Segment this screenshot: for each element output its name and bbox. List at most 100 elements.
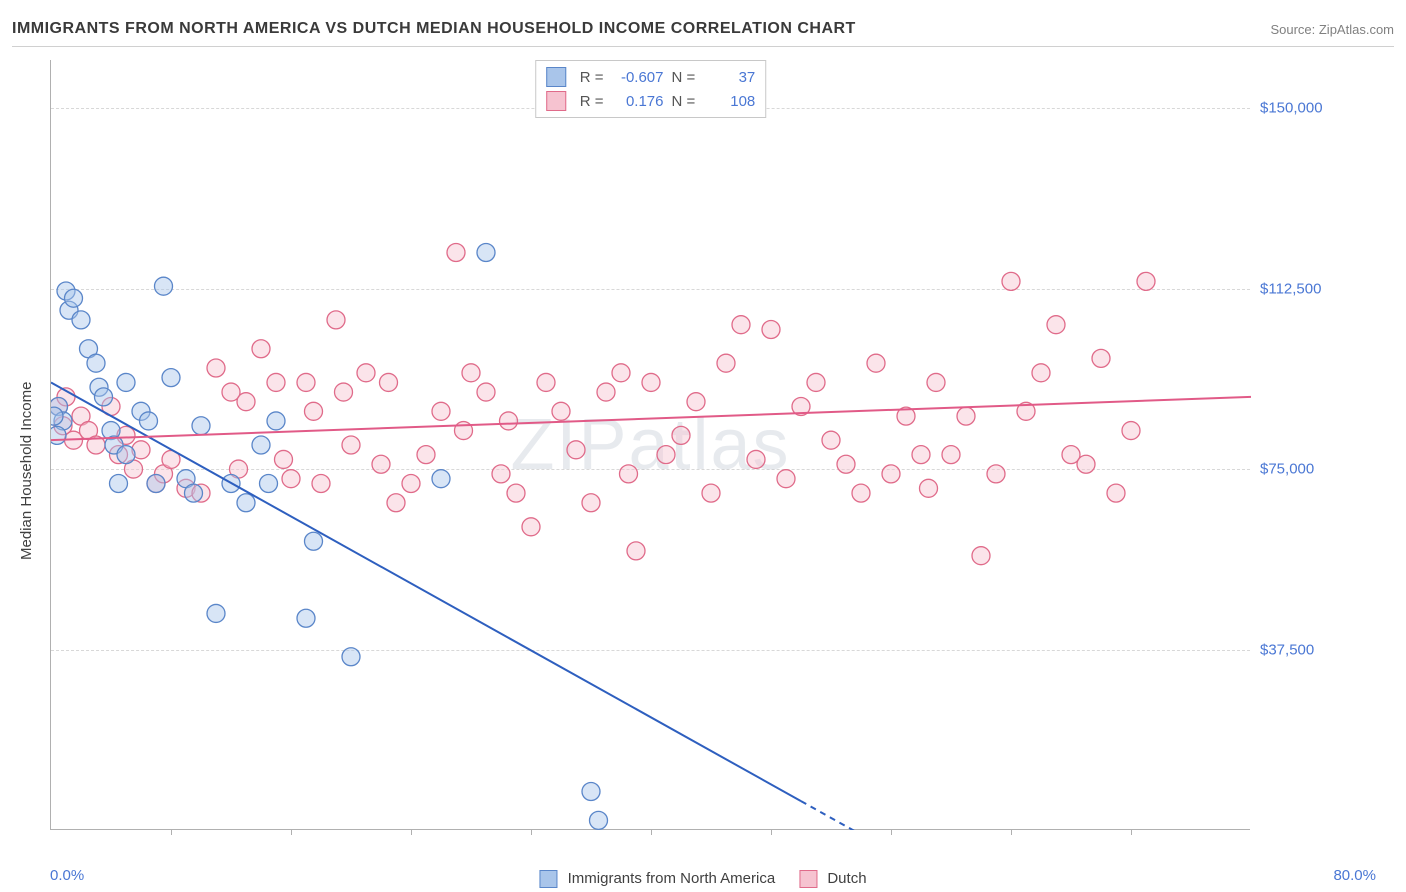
scatter-point-dutch — [942, 446, 960, 464]
r-value-na: -0.607 — [612, 69, 664, 86]
scatter-point-na — [147, 475, 165, 493]
scatter-point-dutch — [1122, 422, 1140, 440]
scatter-point-dutch — [417, 446, 435, 464]
scatter-point-na — [252, 436, 270, 454]
scatter-point-dutch — [462, 364, 480, 382]
scatter-point-dutch — [837, 455, 855, 473]
r-value-dutch: 0.176 — [612, 93, 664, 110]
scatter-point-dutch — [747, 450, 765, 468]
scatter-point-dutch — [912, 446, 930, 464]
scatter-point-dutch — [972, 547, 990, 565]
scatter-point-dutch — [507, 484, 525, 502]
scatter-point-na — [95, 388, 113, 406]
scatter-point-na — [297, 609, 315, 627]
trend-line-dutch — [51, 397, 1251, 440]
scatter-point-dutch — [477, 383, 495, 401]
scatter-point-dutch — [1077, 455, 1095, 473]
legend-row-na: R = -0.607 N = 37 — [546, 65, 756, 89]
scatter-point-dutch — [717, 354, 735, 372]
trend-line-dashed-na — [801, 801, 876, 830]
scatter-point-dutch — [237, 393, 255, 411]
scatter-point-na — [117, 446, 135, 464]
scatter-point-dutch — [672, 426, 690, 444]
legend-label-na: Immigrants from North America — [568, 870, 776, 887]
scatter-point-na — [590, 811, 608, 829]
scatter-point-na — [305, 532, 323, 550]
scatter-point-dutch — [447, 244, 465, 262]
scatter-point-na — [110, 475, 128, 493]
swatch-dutch-bottom — [799, 870, 817, 888]
scatter-point-na — [582, 783, 600, 801]
scatter-point-dutch — [402, 475, 420, 493]
r-label: R = — [580, 93, 604, 110]
scatter-point-na — [72, 311, 90, 329]
scatter-point-dutch — [687, 393, 705, 411]
scatter-point-dutch — [522, 518, 540, 536]
scatter-point-na — [51, 407, 63, 425]
scatter-point-na — [477, 244, 495, 262]
scatter-point-dutch — [335, 383, 353, 401]
scatter-point-dutch — [1092, 349, 1110, 367]
scatter-point-dutch — [267, 373, 285, 391]
scatter-point-dutch — [852, 484, 870, 502]
scatter-point-dutch — [567, 441, 585, 459]
scatter-point-na — [267, 412, 285, 430]
scatter-point-dutch — [882, 465, 900, 483]
scatter-point-dutch — [312, 475, 330, 493]
scatter-point-dutch — [1032, 364, 1050, 382]
y-tick-label: $150,000 — [1260, 100, 1390, 117]
scatter-point-dutch — [207, 359, 225, 377]
scatter-point-dutch — [597, 383, 615, 401]
scatter-point-dutch — [612, 364, 630, 382]
scatter-point-dutch — [867, 354, 885, 372]
scatter-point-na — [192, 417, 210, 435]
scatter-point-dutch — [1047, 316, 1065, 334]
scatter-point-dutch — [822, 431, 840, 449]
scatter-point-dutch — [252, 340, 270, 358]
legend-item-na: Immigrants from North America — [539, 870, 775, 888]
scatter-point-dutch — [920, 479, 938, 497]
scatter-point-na — [342, 648, 360, 666]
scatter-point-dutch — [432, 402, 450, 420]
scatter-point-dutch — [987, 465, 1005, 483]
scatter-point-dutch — [657, 446, 675, 464]
scatter-point-dutch — [342, 436, 360, 454]
scatter-point-dutch — [275, 450, 293, 468]
scatter-point-dutch — [537, 373, 555, 391]
scatter-point-na — [65, 289, 83, 307]
scatter-point-dutch — [807, 373, 825, 391]
swatch-na — [546, 67, 566, 87]
scatter-point-na — [162, 369, 180, 387]
scatter-point-na — [185, 484, 203, 502]
n-label: N = — [672, 69, 696, 86]
scatter-point-na — [432, 470, 450, 488]
y-tick-label: $37,500 — [1260, 641, 1390, 658]
swatch-na-bottom — [539, 870, 557, 888]
scatter-point-dutch — [957, 407, 975, 425]
legend-label-dutch: Dutch — [827, 870, 866, 887]
scatter-point-dutch — [492, 465, 510, 483]
scatter-point-dutch — [552, 402, 570, 420]
scatter-point-na — [237, 494, 255, 512]
scatter-point-dutch — [357, 364, 375, 382]
x-axis-max-label: 80.0% — [1333, 867, 1376, 884]
source-attribution: Source: ZipAtlas.com — [1270, 22, 1394, 37]
scatter-point-dutch — [1137, 272, 1155, 290]
scatter-point-dutch — [297, 373, 315, 391]
correlation-legend: R = -0.607 N = 37 R = 0.176 N = 108 — [535, 60, 767, 118]
y-tick-label: $112,500 — [1260, 280, 1390, 297]
chart-title: IMMIGRANTS FROM NORTH AMERICA VS DUTCH M… — [12, 20, 856, 38]
scatter-point-dutch — [762, 321, 780, 339]
plot-region: ZIPatlas R = -0.607 N = 37 R = 0.176 N =… — [50, 60, 1250, 830]
plot-svg — [51, 60, 1251, 830]
n-value-na: 37 — [703, 69, 755, 86]
scatter-point-na — [140, 412, 158, 430]
y-axis-label: Median Household Income — [18, 382, 35, 560]
bottom-legend: Immigrants from North America Dutch — [539, 870, 866, 888]
scatter-point-na — [117, 373, 135, 391]
scatter-point-dutch — [627, 542, 645, 560]
scatter-point-dutch — [702, 484, 720, 502]
scatter-point-dutch — [642, 373, 660, 391]
legend-row-dutch: R = 0.176 N = 108 — [546, 89, 756, 113]
swatch-dutch — [546, 91, 566, 111]
